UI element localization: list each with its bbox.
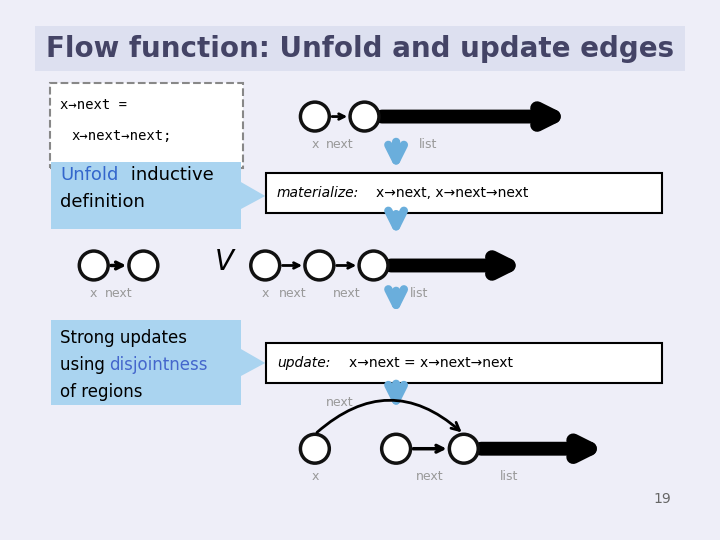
Text: next: next [333, 287, 360, 300]
FancyBboxPatch shape [266, 173, 662, 213]
Text: x: x [90, 287, 97, 300]
Circle shape [300, 434, 329, 463]
Circle shape [350, 102, 379, 131]
Text: x→next, x→next→next: x→next, x→next→next [377, 186, 528, 200]
Text: next: next [326, 396, 354, 409]
Circle shape [359, 251, 388, 280]
Polygon shape [241, 182, 265, 209]
Text: Flow function: Unfold and update edges: Flow function: Unfold and update edges [46, 35, 674, 63]
Text: next: next [104, 287, 132, 300]
Circle shape [79, 251, 108, 280]
Text: list: list [410, 287, 428, 300]
Circle shape [300, 102, 329, 131]
FancyArrowPatch shape [317, 400, 459, 433]
Text: x: x [261, 287, 269, 300]
Text: x→next→next;: x→next→next; [71, 130, 171, 144]
Circle shape [129, 251, 158, 280]
Text: x→next = x→next→next: x→next = x→next→next [349, 356, 513, 370]
Polygon shape [241, 349, 265, 376]
FancyBboxPatch shape [35, 26, 685, 71]
Text: x: x [311, 470, 318, 483]
Text: x→next =: x→next = [60, 98, 127, 112]
Text: next: next [279, 287, 306, 300]
Circle shape [382, 434, 410, 463]
Text: materialize:: materialize: [277, 186, 359, 200]
FancyBboxPatch shape [51, 161, 241, 230]
Text: definition: definition [60, 193, 145, 211]
Text: list: list [500, 470, 518, 483]
Text: Strong updates: Strong updates [60, 329, 187, 347]
Text: list: list [418, 138, 437, 151]
Text: Unfold: Unfold [60, 166, 119, 184]
FancyBboxPatch shape [51, 320, 241, 406]
Text: using: using [60, 356, 110, 374]
Text: of regions: of regions [60, 383, 143, 401]
Text: V: V [215, 248, 234, 276]
Text: disjointness: disjointness [109, 356, 207, 374]
FancyBboxPatch shape [50, 83, 243, 168]
Circle shape [449, 434, 478, 463]
FancyBboxPatch shape [266, 343, 662, 383]
Text: 19: 19 [654, 492, 671, 507]
Text: update:: update: [277, 356, 330, 370]
Circle shape [305, 251, 334, 280]
Circle shape [251, 251, 279, 280]
Text: x: x [311, 138, 318, 151]
Text: inductive: inductive [125, 166, 214, 184]
Text: next: next [416, 470, 444, 483]
Text: next: next [326, 138, 354, 151]
